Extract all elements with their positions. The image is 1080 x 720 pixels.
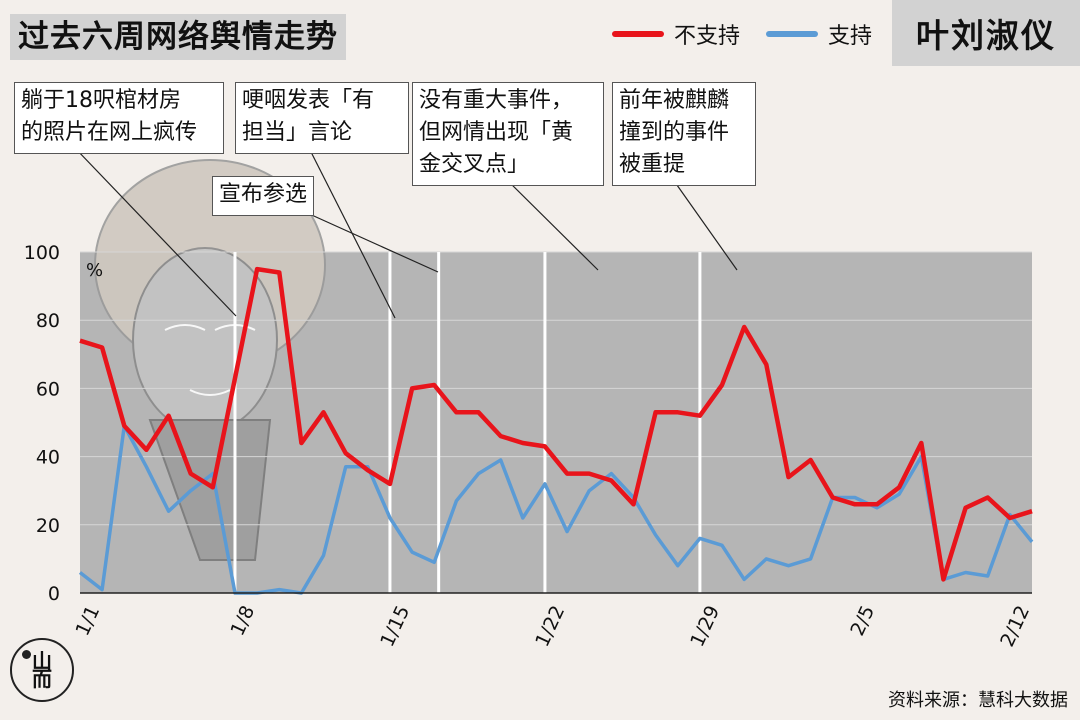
logo-text: 山 而 (32, 649, 52, 691)
legend-label-not-support: 不支持 (674, 24, 741, 49)
y-axis-label: % (86, 260, 103, 281)
y-tick-label: 40 (36, 447, 60, 469)
y-tick-label: 60 (36, 378, 60, 400)
legend-swatch-not-support (612, 31, 664, 37)
gridlines (80, 251, 1032, 526)
leader-line (504, 177, 599, 271)
y-tick-label: 20 (36, 515, 60, 537)
x-axis: 1/1 1/8 1/15 1/22 1/29 2/5 2/12 (71, 602, 1034, 650)
annotation-leader-lines (74, 147, 738, 319)
annotation-announce-candidacy: 宣布参选 (212, 176, 315, 216)
x-tick-label: 1/15 (376, 602, 414, 650)
logo-dot (22, 650, 31, 659)
series-line-not-support (79, 266, 1033, 582)
annotation-golden-cross: 没有重大事件， 但网情出现「黄 金交叉点」 (412, 82, 604, 186)
legend-swatch-support (766, 31, 818, 37)
x-tick-label: 2/5 (846, 602, 879, 639)
x-tick-label: 1/29 (686, 602, 724, 650)
y-tick-label: 80 (36, 310, 60, 332)
legend-label-support: 支持 (828, 24, 873, 49)
person-name-badge: 叶刘淑仪 (892, 0, 1080, 66)
annotation-kirin-incident: 前年被麒麟 撞到的事件 被重提 (612, 82, 756, 186)
leader-line (74, 147, 237, 317)
source-note: 资料来源：慧科大数据 (888, 690, 1068, 711)
leader-line (671, 177, 738, 271)
logo: 山 而 (10, 638, 74, 702)
x-tick-label: 2/12 (996, 602, 1034, 650)
y-tick-label: 0 (48, 583, 60, 605)
x-tick-label: 1/8 (226, 602, 259, 639)
leader-line (304, 211, 439, 273)
annotation-coffin-photo: 躺于18呎棺材房 的照片在网上疯传 (14, 82, 224, 154)
chart-title: 过去六周网络舆情走势 (10, 14, 346, 60)
annotation-choked-speech: 哽咽发表「有 担当」言论 (235, 82, 409, 154)
y-tick-label: 100 (24, 242, 60, 264)
y-axis: 0 20 40 60 80 100 (24, 242, 1032, 605)
legend-item-not-support: 不支持 (612, 18, 740, 50)
legend-item-support: 支持 (766, 18, 872, 50)
x-tick-label: 1/22 (531, 602, 569, 650)
x-tick-label: 1/1 (71, 602, 104, 639)
